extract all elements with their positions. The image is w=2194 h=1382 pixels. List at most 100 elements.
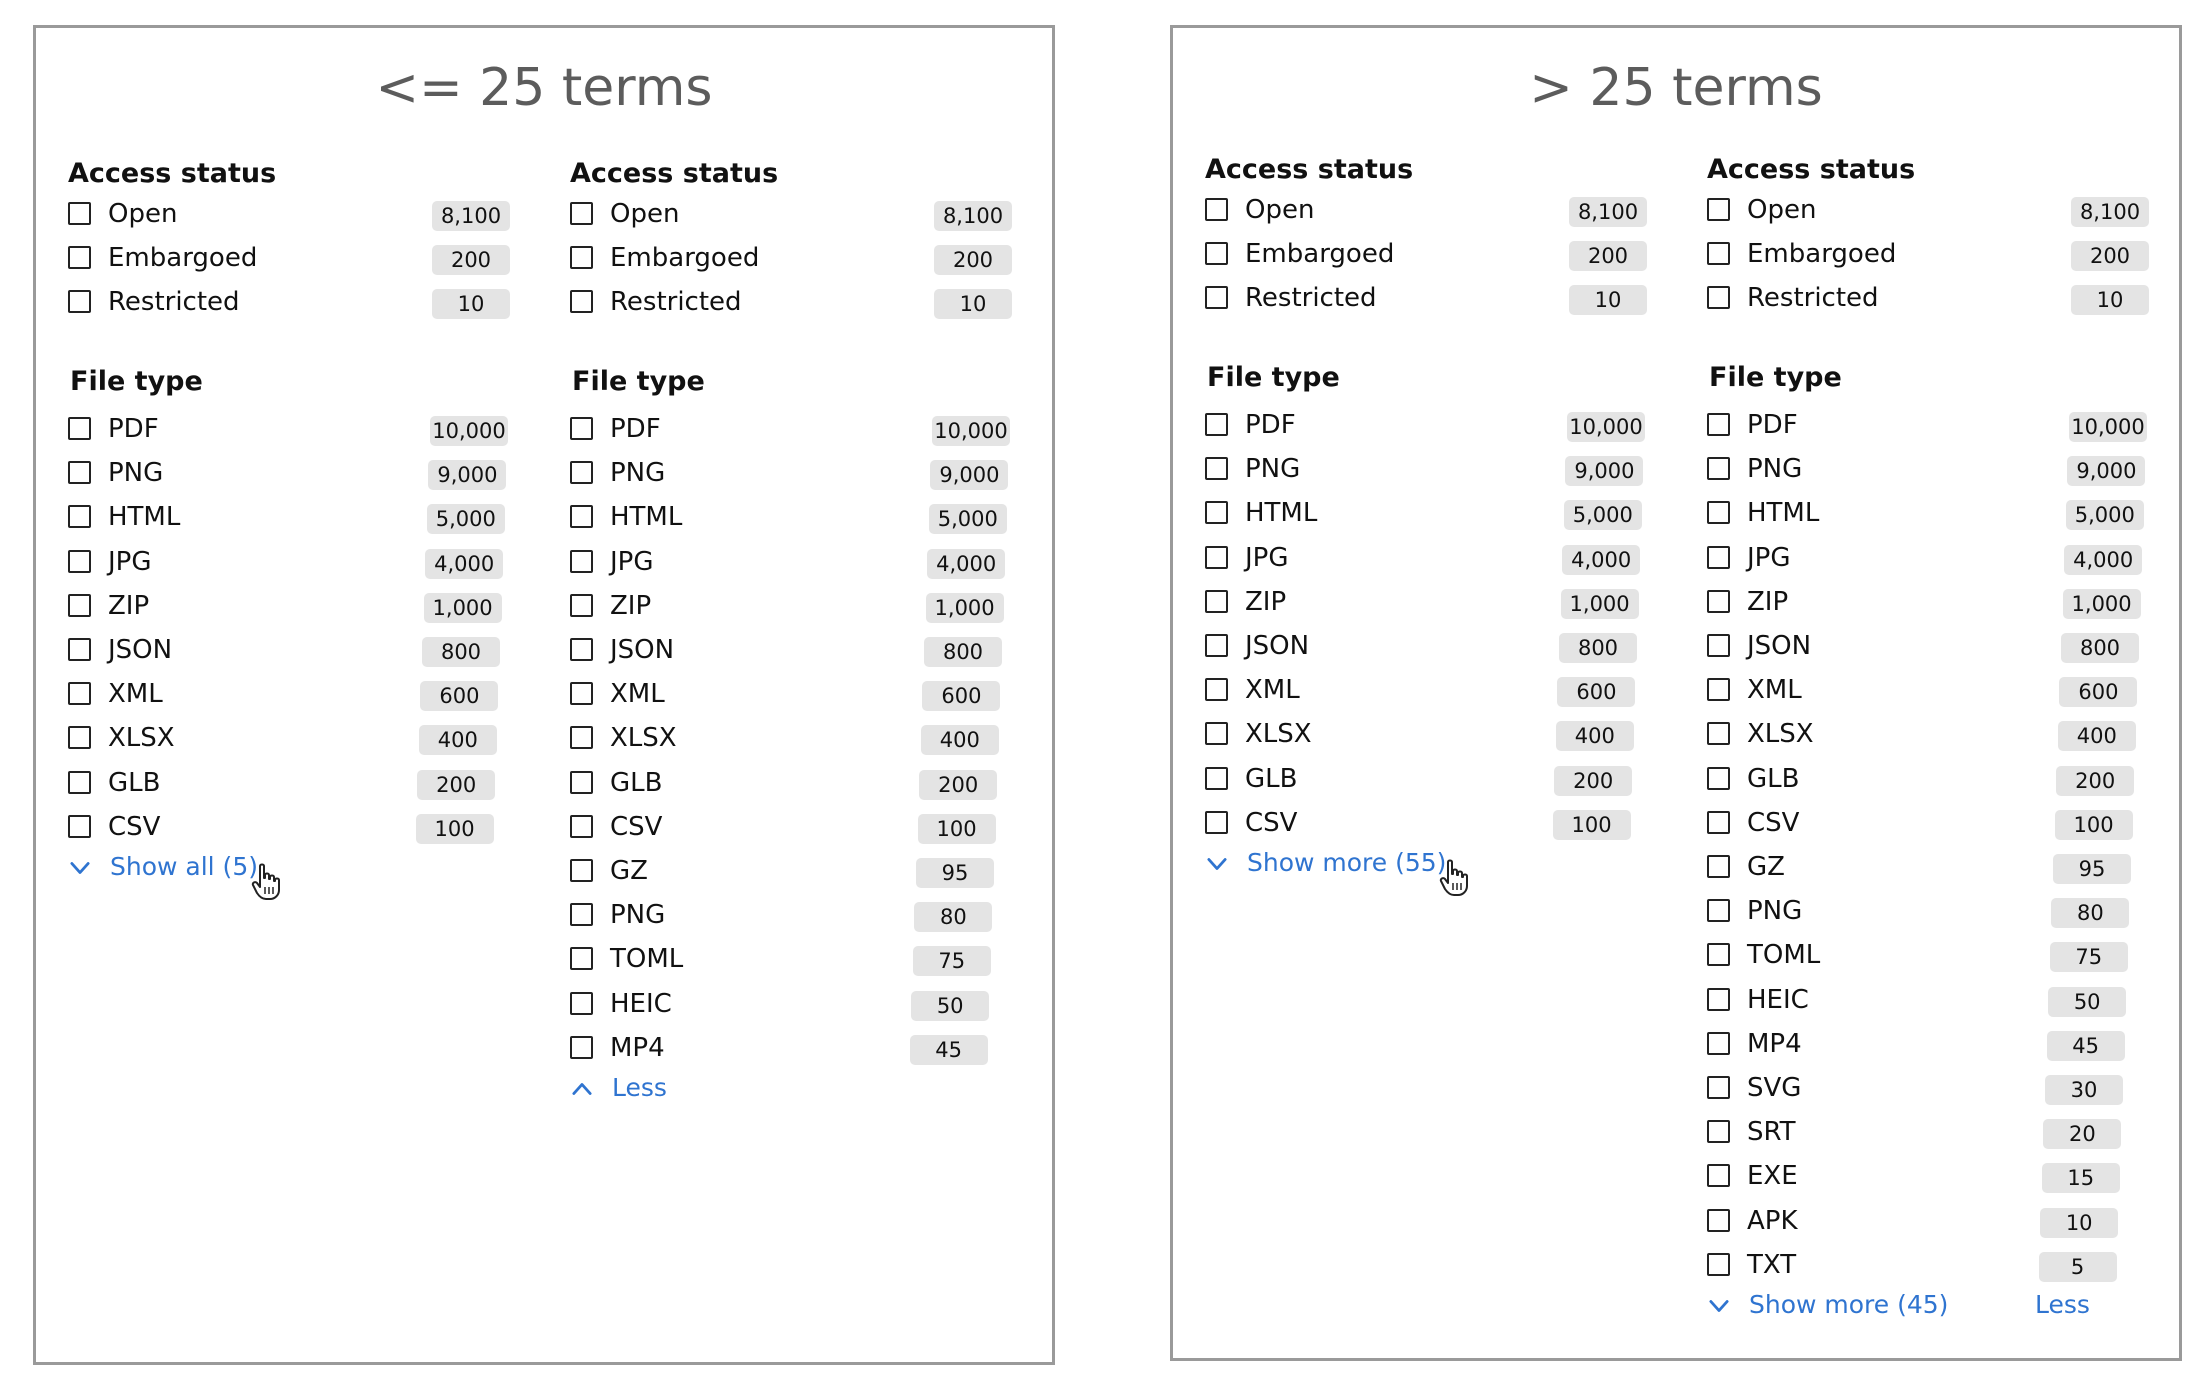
- term-row[interactable]: GLB 200: [68, 767, 510, 803]
- checkbox-icon[interactable]: [68, 202, 91, 225]
- checkbox-icon[interactable]: [1707, 413, 1730, 436]
- checkbox-icon[interactable]: [1205, 545, 1228, 569]
- term-row[interactable]: PNG 9,000: [1707, 453, 2149, 489]
- checkbox-icon[interactable]: [68, 549, 91, 573]
- term-row[interactable]: PDF 10,000: [68, 413, 510, 449]
- term-row[interactable]: XML 600: [1707, 674, 2149, 710]
- term-row[interactable]: PNG 9,000: [68, 457, 510, 493]
- term-row[interactable]: Restricted 10: [68, 286, 510, 322]
- term-row[interactable]: JSON 800: [68, 634, 510, 670]
- checkbox-icon[interactable]: [1707, 242, 1730, 266]
- term-row[interactable]: JSON 800: [570, 634, 1012, 670]
- checkbox-icon[interactable]: [570, 991, 593, 1015]
- checkbox-icon[interactable]: [1707, 1031, 1730, 1055]
- term-row[interactable]: ZIP 1,000: [1205, 586, 1647, 622]
- term-row[interactable]: JPG 4,000: [68, 546, 510, 582]
- show-more-link[interactable]: Show more (45): [1707, 1289, 1948, 1321]
- checkbox-icon[interactable]: [1205, 589, 1228, 613]
- checkbox-icon[interactable]: [570, 770, 593, 794]
- term-row[interactable]: GZ 95: [1707, 851, 2149, 887]
- checkbox-icon[interactable]: [1707, 501, 1730, 525]
- checkbox-icon[interactable]: [570, 726, 593, 750]
- term-row[interactable]: ZIP 1,000: [68, 590, 510, 626]
- term-row[interactable]: PNG 80: [570, 899, 1012, 935]
- checkbox-icon[interactable]: [1205, 242, 1228, 266]
- show-more-link[interactable]: Show all (5): [68, 851, 258, 883]
- term-row[interactable]: TOML 75: [570, 943, 1012, 979]
- checkbox-icon[interactable]: [68, 290, 91, 314]
- checkbox-icon[interactable]: [1707, 678, 1730, 702]
- checkbox-icon[interactable]: [570, 903, 593, 927]
- checkbox-icon[interactable]: [1707, 457, 1730, 481]
- term-row[interactable]: MP4 45: [1707, 1028, 2149, 1064]
- term-row[interactable]: ZIP 1,000: [1707, 586, 2149, 622]
- term-row[interactable]: CSV 100: [1205, 807, 1647, 843]
- checkbox-icon[interactable]: [1205, 501, 1228, 525]
- checkbox-icon[interactable]: [1707, 589, 1730, 613]
- checkbox-icon[interactable]: [1205, 678, 1228, 702]
- term-row[interactable]: EXE 15: [1707, 1160, 2149, 1196]
- checkbox-icon[interactable]: [1707, 198, 1730, 221]
- checkbox-icon[interactable]: [1205, 722, 1228, 746]
- term-row[interactable]: Embargoed 200: [1707, 238, 2149, 274]
- checkbox-icon[interactable]: [68, 461, 91, 485]
- checkbox-icon[interactable]: [570, 505, 593, 529]
- term-row[interactable]: HTML 5,000: [570, 501, 1012, 537]
- checkbox-icon[interactable]: [68, 638, 91, 661]
- checkbox-icon[interactable]: [570, 1035, 593, 1059]
- checkbox-icon[interactable]: [1707, 1076, 1730, 1099]
- checkbox-icon[interactable]: [570, 947, 593, 971]
- term-row[interactable]: HTML 5,000: [68, 501, 510, 537]
- checkbox-icon[interactable]: [68, 814, 91, 838]
- checkbox-icon[interactable]: [1205, 286, 1228, 310]
- checkbox-icon[interactable]: [1707, 766, 1730, 790]
- term-row[interactable]: SVG 30: [1707, 1072, 2149, 1108]
- term-row[interactable]: JPG 4,000: [1205, 542, 1647, 578]
- term-row[interactable]: JPG 4,000: [570, 546, 1012, 582]
- checkbox-icon[interactable]: [68, 726, 91, 750]
- checkbox-icon[interactable]: [1707, 634, 1730, 657]
- term-row[interactable]: PDF 10,000: [1205, 409, 1647, 445]
- checkbox-icon[interactable]: [1707, 855, 1730, 878]
- term-row[interactable]: XML 600: [570, 678, 1012, 714]
- term-row[interactable]: CSV 100: [570, 811, 1012, 847]
- checkbox-icon[interactable]: [570, 246, 593, 270]
- term-row[interactable]: XLSX 400: [1205, 718, 1647, 754]
- term-row[interactable]: MP4 45: [570, 1032, 1012, 1068]
- checkbox-icon[interactable]: [570, 859, 593, 882]
- term-row[interactable]: APK 10: [1707, 1205, 2149, 1241]
- term-row[interactable]: PDF 10,000: [570, 413, 1012, 449]
- checkbox-icon[interactable]: [1707, 899, 1730, 923]
- checkbox-icon[interactable]: [1205, 634, 1228, 657]
- term-row[interactable]: JSON 800: [1205, 630, 1647, 666]
- term-row[interactable]: XLSX 400: [68, 722, 510, 758]
- checkbox-icon[interactable]: [68, 770, 91, 794]
- term-row[interactable]: PNG 80: [1707, 895, 2149, 931]
- term-row[interactable]: JSON 800: [1707, 630, 2149, 666]
- checkbox-icon[interactable]: [1205, 766, 1228, 790]
- term-row[interactable]: HTML 5,000: [1205, 497, 1647, 533]
- checkbox-icon[interactable]: [68, 682, 91, 706]
- checkbox-icon[interactable]: [1707, 286, 1730, 310]
- term-row[interactable]: GZ 95: [570, 855, 1012, 891]
- term-row[interactable]: TXT 5: [1707, 1249, 2149, 1285]
- term-row[interactable]: Open 8,100: [68, 198, 510, 234]
- checkbox-icon[interactable]: [1707, 722, 1730, 746]
- show-more-link[interactable]: Show more (55): [1205, 847, 1446, 879]
- term-row[interactable]: Restricted 10: [570, 286, 1012, 322]
- term-row[interactable]: SRT 20: [1707, 1116, 2149, 1152]
- term-row[interactable]: GLB 200: [1205, 763, 1647, 799]
- term-row[interactable]: Embargoed 200: [1205, 238, 1647, 274]
- term-row[interactable]: HTML 5,000: [1707, 497, 2149, 533]
- checkbox-icon[interactable]: [68, 593, 91, 617]
- checkbox-icon[interactable]: [570, 202, 593, 225]
- checkbox-icon[interactable]: [1205, 457, 1228, 481]
- checkbox-icon[interactable]: [570, 461, 593, 485]
- term-row[interactable]: HEIC 50: [570, 988, 1012, 1024]
- term-row[interactable]: ZIP 1,000: [570, 590, 1012, 626]
- checkbox-icon[interactable]: [1707, 1252, 1730, 1276]
- term-row[interactable]: XLSX 400: [1707, 718, 2149, 754]
- term-row[interactable]: JPG 4,000: [1707, 542, 2149, 578]
- term-row[interactable]: TOML 75: [1707, 939, 2149, 975]
- checkbox-icon[interactable]: [1205, 810, 1228, 834]
